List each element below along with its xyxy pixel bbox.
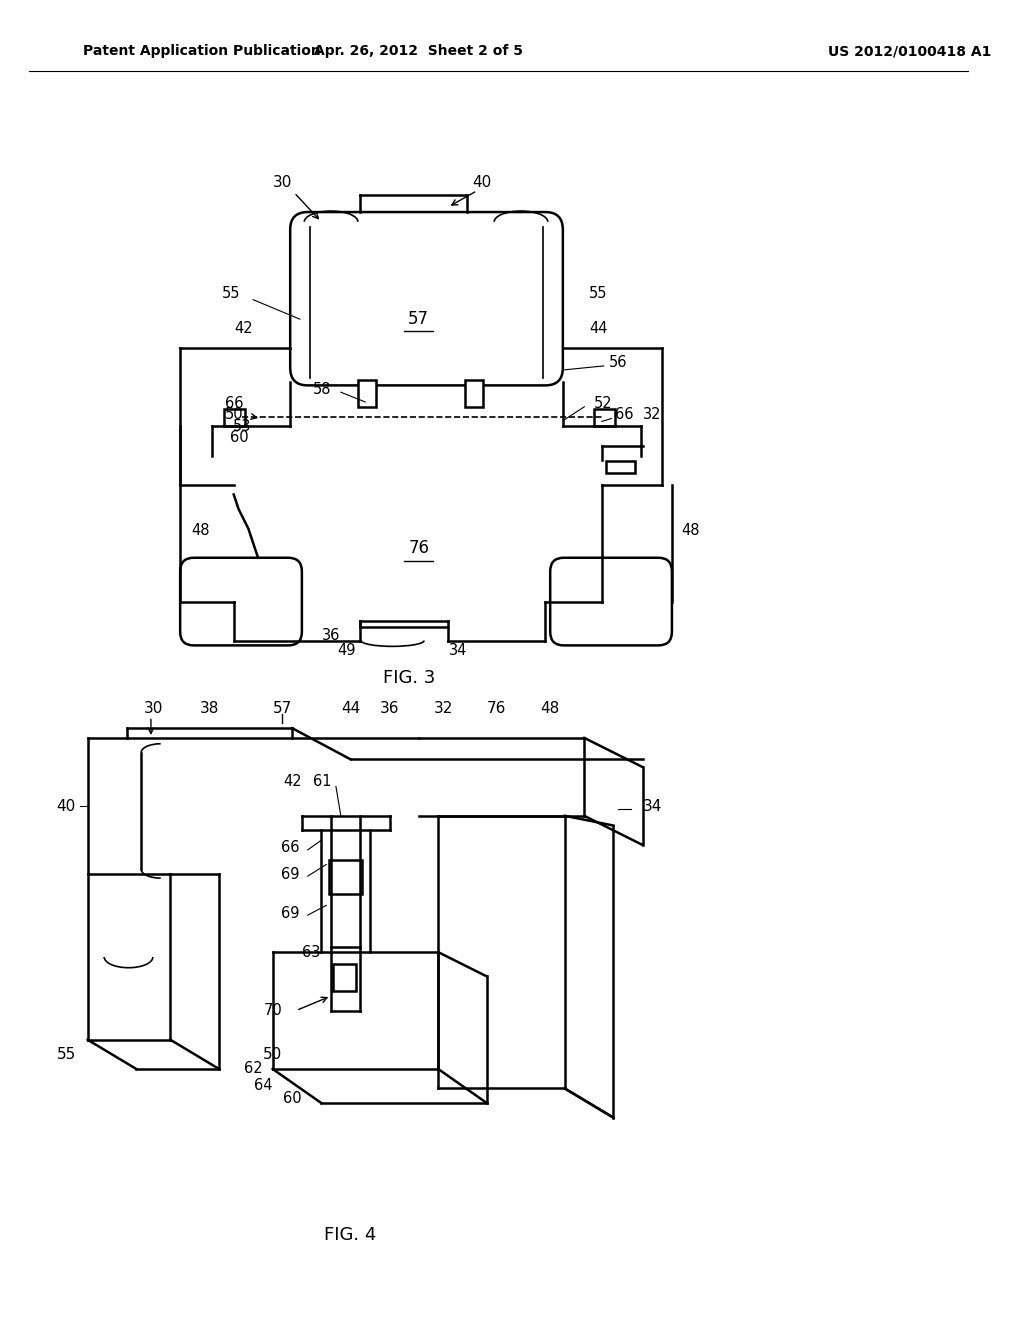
Text: 48: 48	[682, 523, 700, 539]
Text: 36: 36	[380, 701, 399, 717]
Text: 40: 40	[56, 799, 76, 813]
Bar	[606, 462, 635, 473]
Text: 34: 34	[643, 799, 663, 813]
Text: 57: 57	[272, 701, 292, 717]
Text: 56: 56	[608, 355, 627, 371]
Text: 40: 40	[472, 176, 492, 190]
Text: 76: 76	[409, 539, 429, 557]
Text: 42: 42	[234, 321, 253, 337]
Text: 55: 55	[589, 286, 607, 301]
Text: 53: 53	[232, 418, 251, 434]
Text: 30: 30	[272, 176, 292, 190]
Text: 69: 69	[282, 906, 300, 920]
Text: 76: 76	[487, 701, 506, 717]
Text: 61: 61	[312, 775, 331, 789]
Text: 63: 63	[302, 945, 321, 960]
Text: 44: 44	[341, 701, 360, 717]
Text: FIG. 3: FIG. 3	[383, 668, 435, 686]
Text: 70: 70	[263, 1003, 283, 1018]
Text: 32: 32	[643, 407, 662, 422]
Text: 60: 60	[284, 1090, 302, 1106]
Text: 64: 64	[254, 1078, 272, 1093]
Text: 60: 60	[229, 430, 248, 445]
Text: 50: 50	[263, 1047, 283, 1061]
Bar	[358, 380, 376, 407]
Bar	[466, 380, 483, 407]
Text: 66: 66	[615, 407, 634, 422]
Text: 32: 32	[433, 701, 453, 717]
Text: 48: 48	[190, 523, 209, 539]
Text: 34: 34	[450, 643, 467, 657]
Text: Patent Application Publication: Patent Application Publication	[83, 45, 321, 58]
Text: 36: 36	[322, 628, 340, 643]
Text: 69: 69	[282, 867, 300, 882]
Text: FIG. 4: FIG. 4	[325, 1225, 377, 1243]
Text: 48: 48	[541, 701, 560, 717]
Text: 66: 66	[282, 841, 300, 855]
Text: 49: 49	[338, 643, 356, 657]
Bar	[329, 859, 362, 894]
Text: 55: 55	[222, 286, 241, 301]
Text: 58: 58	[312, 381, 331, 397]
Text: 66: 66	[225, 396, 244, 412]
Text: 30: 30	[144, 701, 164, 717]
Text: 42: 42	[284, 775, 302, 789]
Bar	[224, 409, 246, 426]
Bar	[594, 409, 615, 426]
Text: 50: 50	[225, 407, 244, 422]
Text: 38: 38	[200, 701, 219, 717]
Text: 62: 62	[245, 1061, 263, 1077]
Text: 57: 57	[409, 310, 429, 329]
Text: US 2012/0100418 A1: US 2012/0100418 A1	[827, 45, 991, 58]
Text: Apr. 26, 2012  Sheet 2 of 5: Apr. 26, 2012 Sheet 2 of 5	[314, 45, 523, 58]
Text: 52: 52	[594, 396, 612, 412]
Bar	[333, 964, 356, 991]
Text: 44: 44	[589, 321, 607, 337]
Text: 55: 55	[56, 1047, 76, 1061]
